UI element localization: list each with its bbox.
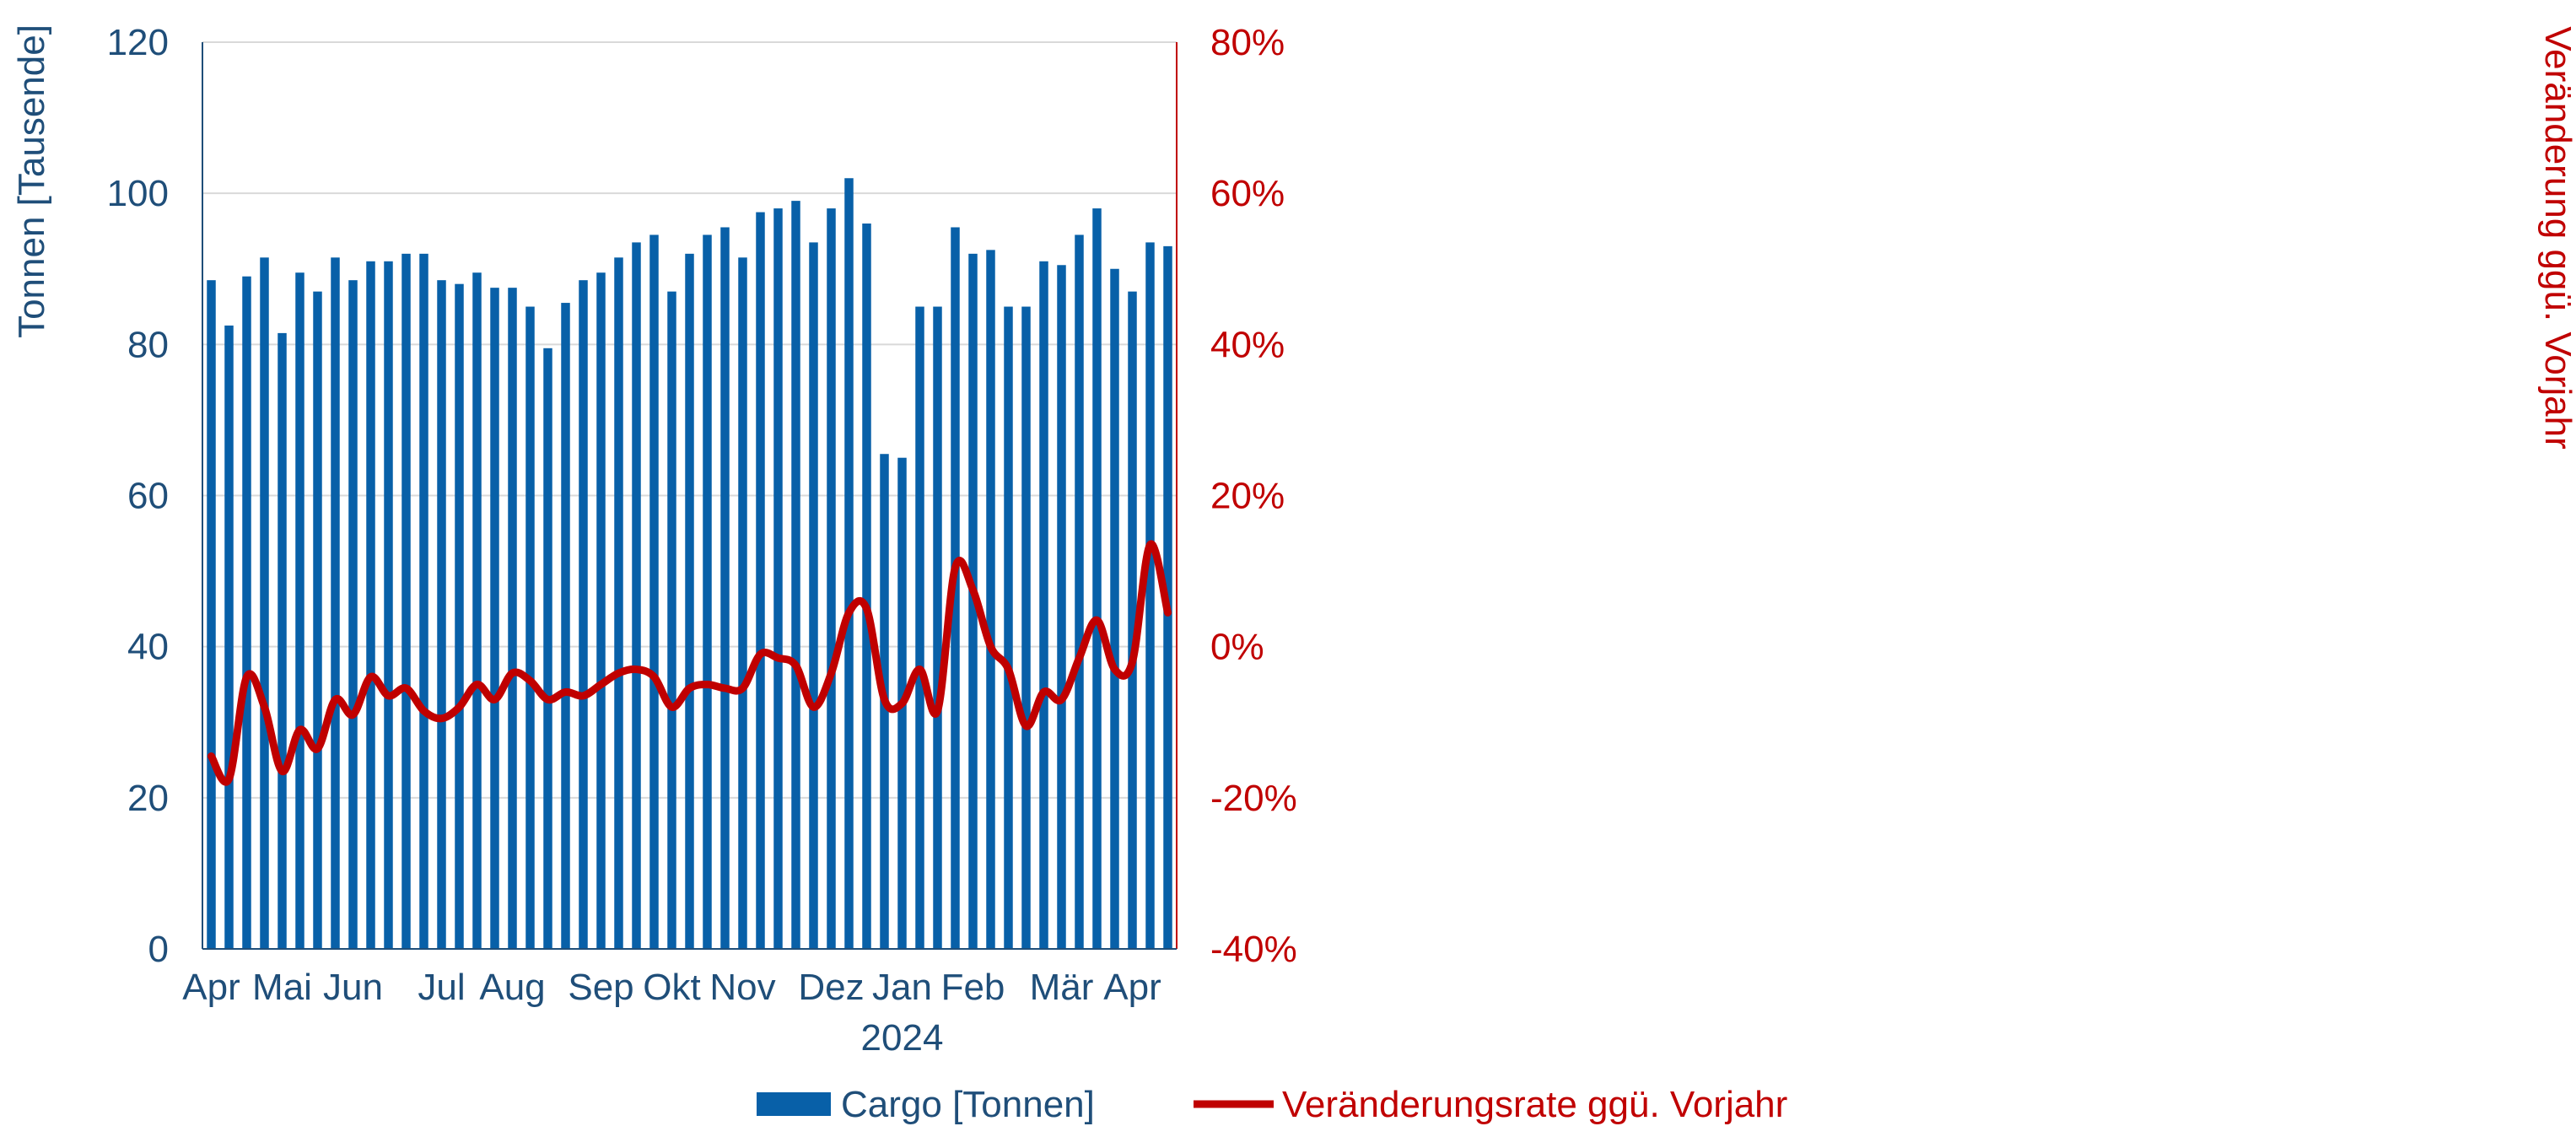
bar [437,280,446,949]
bar [366,261,375,950]
bar [915,306,924,950]
y-right-tick-label: 0% [1210,627,1264,668]
bar [685,253,694,949]
bar [348,280,358,949]
bar [596,272,606,950]
bar [1021,306,1031,950]
bar [968,253,978,949]
bar [649,234,659,949]
y-left-tick-label: 0 [148,929,169,970]
y-left-tick-label: 20 [127,778,169,819]
x-tick-label: Apr [1103,967,1161,1008]
bar [809,242,818,949]
bar [1039,261,1048,950]
x-tick-label: Feb [941,967,1005,1008]
y-right-tick-label: 20% [1210,476,1285,517]
y-left-axis-title: Tonnen [Tausende] [11,24,52,338]
bar [1145,242,1155,949]
bar-series [207,178,1172,950]
x-tick-sublabel: 2024 [861,1017,944,1059]
x-tick-label: Okt [643,967,700,1008]
bar [331,257,340,949]
bar [933,306,942,950]
bar [490,288,499,949]
bar [508,288,517,949]
x-tick-label: Sep [568,967,633,1008]
x-tick-label: Jan [872,967,932,1008]
legend-label-change-rate: Veränderungsrate ggü. Vorjahr [1282,1084,1787,1125]
bar [986,250,995,950]
bar [384,261,393,950]
bar [419,253,428,949]
y-right-tick-label: -20% [1210,778,1297,819]
tick-labels: 0 20 40 60 80 100 120 -40% -20% 0% 20% 40% 60% 80% Apr… [107,22,1297,1059]
x-tick-label: Mai [252,967,312,1008]
axes [202,42,1178,950]
y-left-tick-label: 40 [127,627,169,668]
x-tick-label: Jul [418,967,465,1008]
bar [756,212,765,949]
bar [667,291,676,949]
bar [455,283,464,950]
bar [543,348,552,949]
bar [632,242,641,949]
bar [242,276,251,949]
bar [1057,265,1066,949]
x-tick-label: Aug [479,967,545,1008]
legend-swatch-cargo [757,1092,831,1116]
bar [525,306,535,950]
bar [260,257,269,949]
bar [614,257,623,949]
bar [738,257,747,949]
line-series [207,540,1172,786]
y-right-tick-label: 40% [1210,324,1285,365]
bar [844,178,854,949]
y-right-axis-title: Veränderung ggü. Vorjahr [2537,26,2576,450]
y-left-tick-label: 60 [127,476,169,517]
bar [1092,208,1102,950]
bar [720,227,730,950]
legend: Cargo [Tonnen] Veränderungsrate ggü. Vor… [757,1084,1787,1125]
bar [224,325,234,949]
bar [295,272,304,950]
bar [401,253,411,949]
y-left-tick-label: 120 [107,22,169,63]
bar [207,280,216,949]
bar [561,303,570,949]
change-rate-line [207,540,1172,786]
y-right-tick-label: 60% [1210,173,1285,214]
y-left-tick-label: 100 [107,173,169,214]
bar [703,234,712,949]
bar [791,201,800,949]
x-tick-label: Apr [182,967,240,1008]
legend-label-cargo: Cargo [Tonnen] [841,1084,1095,1125]
bar [278,332,287,949]
bar [862,224,871,949]
bar [1110,268,1119,949]
bar [1075,234,1084,949]
x-tick-label: Nov [709,967,775,1008]
bar [472,272,482,950]
bar [1004,306,1013,950]
y-right-tick-label: -40% [1210,929,1297,970]
y-left-tick-label: 80 [127,324,169,365]
bar [313,291,322,949]
bar [827,208,836,950]
y-right-tick-label: 80% [1210,22,1285,63]
bar [1128,291,1137,949]
bar [579,280,588,949]
x-tick-label: Dez [798,967,864,1008]
bar [773,208,783,950]
x-tick-label: Mär [1030,967,1094,1008]
x-tick-label: Jun [323,967,383,1008]
